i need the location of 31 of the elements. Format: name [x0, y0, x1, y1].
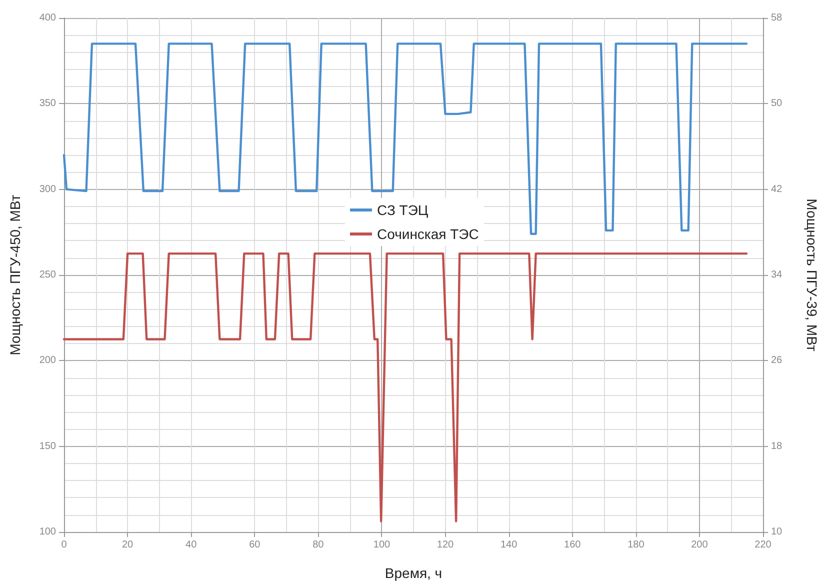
- x-tick-label: 120: [436, 540, 454, 550]
- x-tick-label: 180: [628, 540, 645, 550]
- x-tick-label: 140: [500, 540, 518, 550]
- y-axis-title: Мощность ПГУ-450, МВт: [7, 194, 23, 356]
- y2-tick-label: 58: [771, 12, 783, 24]
- x-tick-label: 100: [373, 540, 391, 550]
- x-tick-label: 80: [312, 540, 324, 550]
- x-tick-label: 220: [754, 540, 772, 550]
- legend-label: СЗ ТЭЦ: [377, 202, 429, 218]
- y2-tick-label: 26: [771, 355, 783, 366]
- x-tick-label: 60: [249, 540, 261, 550]
- x-tick-label: 0: [61, 540, 68, 550]
- legend-label: Сочинская ТЭС: [377, 226, 479, 242]
- x-tick-label: 40: [186, 540, 198, 550]
- x-axis-title: Время, ч: [384, 565, 442, 581]
- x-tick-label: 20: [122, 540, 134, 550]
- y-tick-label: 100: [39, 526, 56, 538]
- y-tick-label: 400: [39, 12, 56, 24]
- y2-tick-label: 10: [771, 526, 783, 538]
- y-tick-label: 200: [39, 355, 56, 366]
- y2-tick-label: 50: [771, 98, 783, 110]
- y-tick-label: 300: [39, 184, 56, 195]
- y2-tick-label: 42: [771, 184, 783, 195]
- y-tick-label: 150: [39, 440, 56, 452]
- y2-tick-label: 34: [771, 270, 783, 280]
- x-tick-label: 160: [564, 540, 582, 550]
- y2-tick-label: 18: [771, 440, 783, 452]
- x-tick-label: 200: [691, 540, 708, 550]
- y2-axis-title: Мощность ПГУ-39, МВт: [804, 198, 820, 352]
- y-tick-label: 350: [39, 98, 56, 110]
- y-tick-label: 250: [39, 270, 56, 280]
